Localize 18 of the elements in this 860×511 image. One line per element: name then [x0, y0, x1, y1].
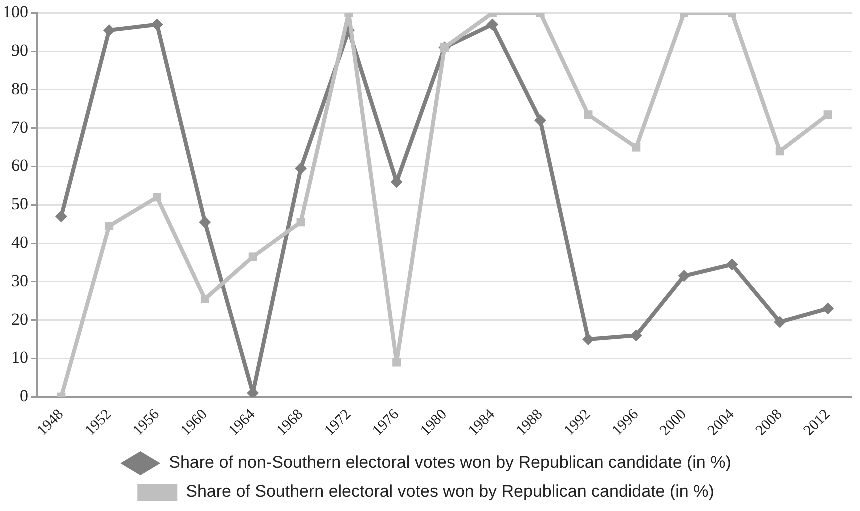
legend-label: Share of non-Southern electoral votes won by Republican candidate (in %) — [169, 453, 732, 472]
y-tick-label: 30 — [12, 271, 28, 290]
x-tick-label: 1952 — [82, 406, 115, 440]
y-tick-label: 100 — [3, 2, 28, 22]
y-tick-label: 0 — [20, 386, 28, 406]
y-tick-label: 70 — [12, 118, 28, 137]
y-tick-label: 80 — [12, 79, 28, 98]
x-tick-label: 1980 — [418, 406, 450, 440]
legend-label: Share of Southern electoral votes won by Republican candidate (in %) — [186, 482, 714, 502]
y-tick-label: 90 — [12, 41, 28, 60]
y-tick-label: 50 — [12, 194, 28, 214]
x-tick-label: 1972 — [322, 406, 355, 440]
x-tick-label: 1960 — [178, 406, 211, 440]
y-tick-label: 10 — [12, 348, 28, 368]
y-tick-label: 60 — [12, 156, 28, 176]
y-tick-label: 20 — [12, 310, 28, 329]
y-tick-label: 40 — [12, 232, 28, 252]
x-tick-label: 1992 — [562, 406, 594, 440]
